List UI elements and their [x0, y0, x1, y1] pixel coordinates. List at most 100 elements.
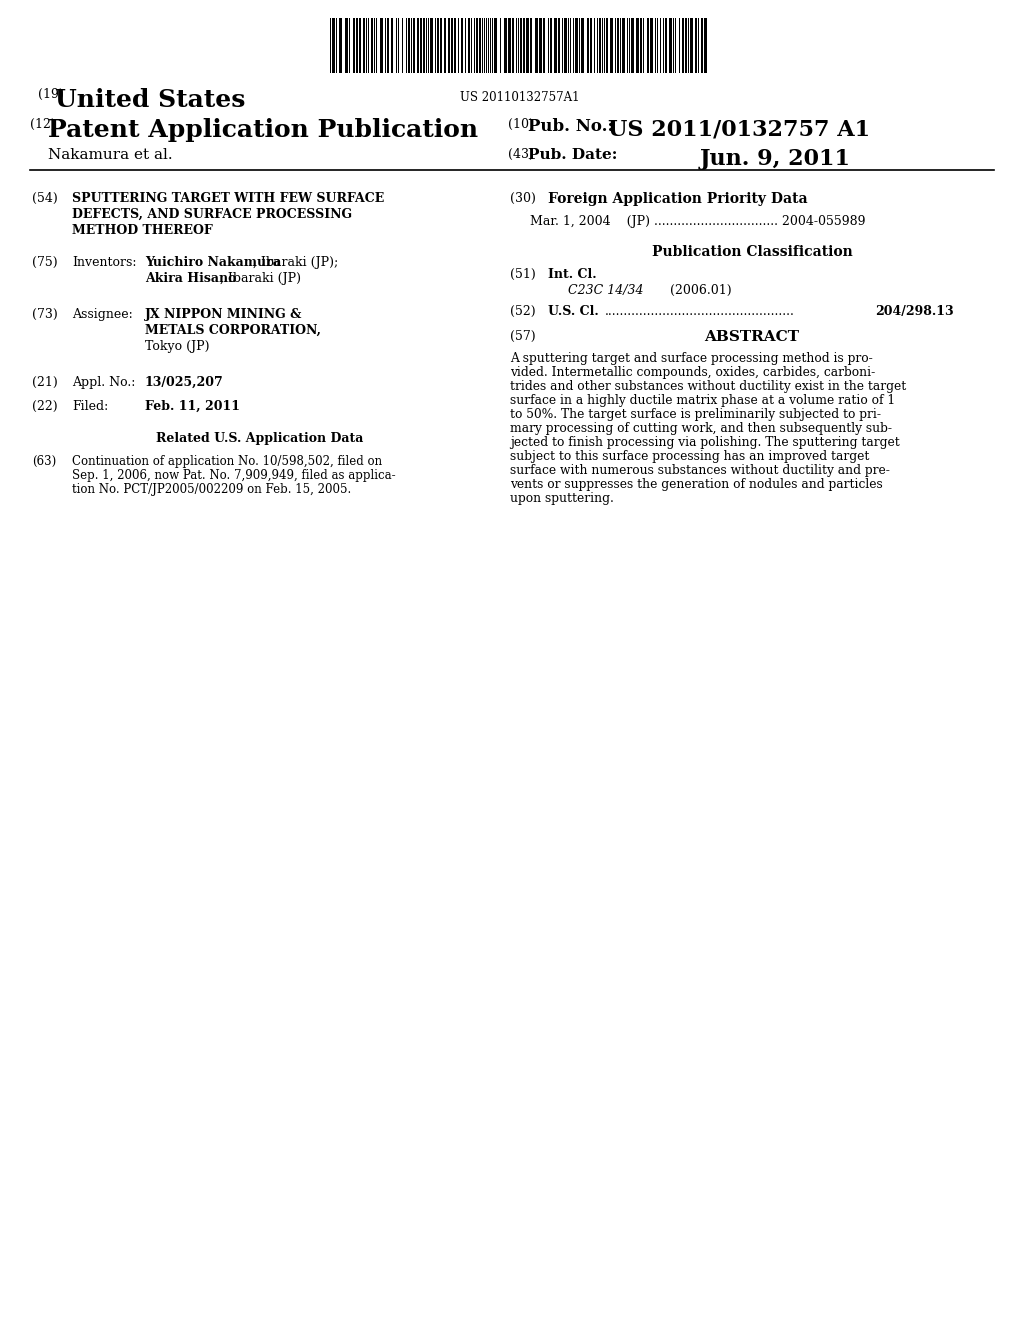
Bar: [701, 18, 703, 73]
Text: METHOD THEREOF: METHOD THEREOF: [72, 224, 213, 238]
Bar: [554, 18, 557, 73]
Text: Int. Cl.: Int. Cl.: [548, 268, 597, 281]
Bar: [665, 18, 667, 73]
Bar: [345, 18, 348, 73]
Text: Pub. Date:: Pub. Date:: [528, 148, 617, 162]
Text: (63): (63): [32, 455, 56, 469]
Bar: [508, 18, 511, 73]
Bar: [535, 18, 538, 73]
Bar: [575, 18, 578, 73]
Text: United States: United States: [55, 88, 246, 112]
Bar: [371, 18, 373, 73]
Text: U.S. Cl.: U.S. Cl.: [548, 305, 599, 318]
Text: (12): (12): [30, 117, 55, 131]
Text: Patent Application Publication: Patent Application Publication: [48, 117, 478, 143]
Bar: [353, 18, 355, 73]
Text: Jun. 9, 2011: Jun. 9, 2011: [700, 148, 851, 170]
Text: trides and other substances without ductility exist in the target: trides and other substances without duct…: [510, 380, 906, 393]
Text: Continuation of application No. 10/598,502, filed on: Continuation of application No. 10/598,5…: [72, 455, 382, 469]
Bar: [523, 18, 525, 73]
Bar: [550, 18, 552, 73]
Bar: [669, 18, 672, 73]
Text: .................................................: ........................................…: [605, 305, 795, 318]
Text: Feb. 11, 2011: Feb. 11, 2011: [145, 400, 240, 413]
Text: (21): (21): [32, 376, 57, 389]
Text: Mar. 1, 2004    (JP) ................................ 2004-055989: Mar. 1, 2004 (JP) ......................…: [530, 215, 865, 228]
Bar: [650, 18, 653, 73]
Bar: [413, 18, 415, 73]
Text: (75): (75): [32, 256, 57, 269]
Bar: [610, 18, 613, 73]
Bar: [339, 18, 342, 73]
Text: Inventors:: Inventors:: [72, 256, 136, 269]
Bar: [437, 18, 439, 73]
Bar: [494, 18, 497, 73]
Text: vided. Intermetallic compounds, oxides, carbides, carboni-: vided. Intermetallic compounds, oxides, …: [510, 366, 876, 379]
Bar: [476, 18, 478, 73]
Bar: [380, 18, 383, 73]
Bar: [408, 18, 410, 73]
Bar: [581, 18, 584, 73]
Text: JX NIPPON MINING &: JX NIPPON MINING &: [145, 308, 302, 321]
Text: SPUTTERING TARGET WITH FEW SURFACE: SPUTTERING TARGET WITH FEW SURFACE: [72, 191, 384, 205]
Bar: [617, 18, 618, 73]
Bar: [362, 18, 365, 73]
Bar: [526, 18, 529, 73]
Bar: [558, 18, 560, 73]
Text: 13/025,207: 13/025,207: [145, 376, 224, 389]
Text: Akira Hisano: Akira Hisano: [145, 272, 237, 285]
Text: (10): (10): [508, 117, 534, 131]
Bar: [695, 18, 697, 73]
Bar: [449, 18, 450, 73]
Bar: [647, 18, 649, 73]
Text: upon sputtering.: upon sputtering.: [510, 492, 613, 506]
Bar: [599, 18, 601, 73]
Bar: [631, 18, 634, 73]
Bar: [423, 18, 425, 73]
Text: Pub. No.:: Pub. No.:: [528, 117, 613, 135]
Text: (22): (22): [32, 400, 57, 413]
Text: (2006.01): (2006.01): [670, 284, 731, 297]
Text: 204/298.13: 204/298.13: [874, 305, 953, 318]
Text: (19): (19): [38, 88, 63, 102]
Bar: [564, 18, 567, 73]
Bar: [356, 18, 358, 73]
Text: (54): (54): [32, 191, 57, 205]
Bar: [543, 18, 545, 73]
Text: Publication Classification: Publication Classification: [651, 246, 852, 259]
Text: Foreign Application Priority Data: Foreign Application Priority Data: [548, 191, 808, 206]
Text: US 20110132757A1: US 20110132757A1: [460, 91, 580, 104]
Bar: [590, 18, 592, 73]
Bar: [387, 18, 389, 73]
Bar: [520, 18, 522, 73]
Bar: [606, 18, 608, 73]
Bar: [430, 18, 433, 73]
Text: METALS CORPORATION,: METALS CORPORATION,: [145, 323, 321, 337]
Bar: [636, 18, 639, 73]
Bar: [444, 18, 446, 73]
Text: DEFECTS, AND SURFACE PROCESSING: DEFECTS, AND SURFACE PROCESSING: [72, 209, 352, 220]
Text: (30): (30): [510, 191, 536, 205]
Text: mary processing of cutting work, and then subsequently sub-: mary processing of cutting work, and the…: [510, 422, 892, 436]
Bar: [479, 18, 481, 73]
Bar: [359, 18, 361, 73]
Text: Related U.S. Application Data: Related U.S. Application Data: [157, 432, 364, 445]
Bar: [690, 18, 693, 73]
Text: jected to finish processing via polishing. The sputtering target: jected to finish processing via polishin…: [510, 436, 900, 449]
Text: Filed:: Filed:: [72, 400, 109, 413]
Bar: [391, 18, 393, 73]
Text: Sep. 1, 2006, now Pat. No. 7,909,949, filed as applica-: Sep. 1, 2006, now Pat. No. 7,909,949, fi…: [72, 469, 395, 482]
Bar: [468, 18, 470, 73]
Text: Appl. No.:: Appl. No.:: [72, 376, 135, 389]
Bar: [454, 18, 456, 73]
Bar: [685, 18, 687, 73]
Bar: [461, 18, 463, 73]
Bar: [512, 18, 514, 73]
Text: tion No. PCT/JP2005/002209 on Feb. 15, 2005.: tion No. PCT/JP2005/002209 on Feb. 15, 2…: [72, 483, 351, 496]
Bar: [440, 18, 442, 73]
Bar: [640, 18, 642, 73]
Text: C23C 14/34: C23C 14/34: [568, 284, 643, 297]
Bar: [587, 18, 589, 73]
Bar: [417, 18, 419, 73]
Text: (51): (51): [510, 268, 536, 281]
